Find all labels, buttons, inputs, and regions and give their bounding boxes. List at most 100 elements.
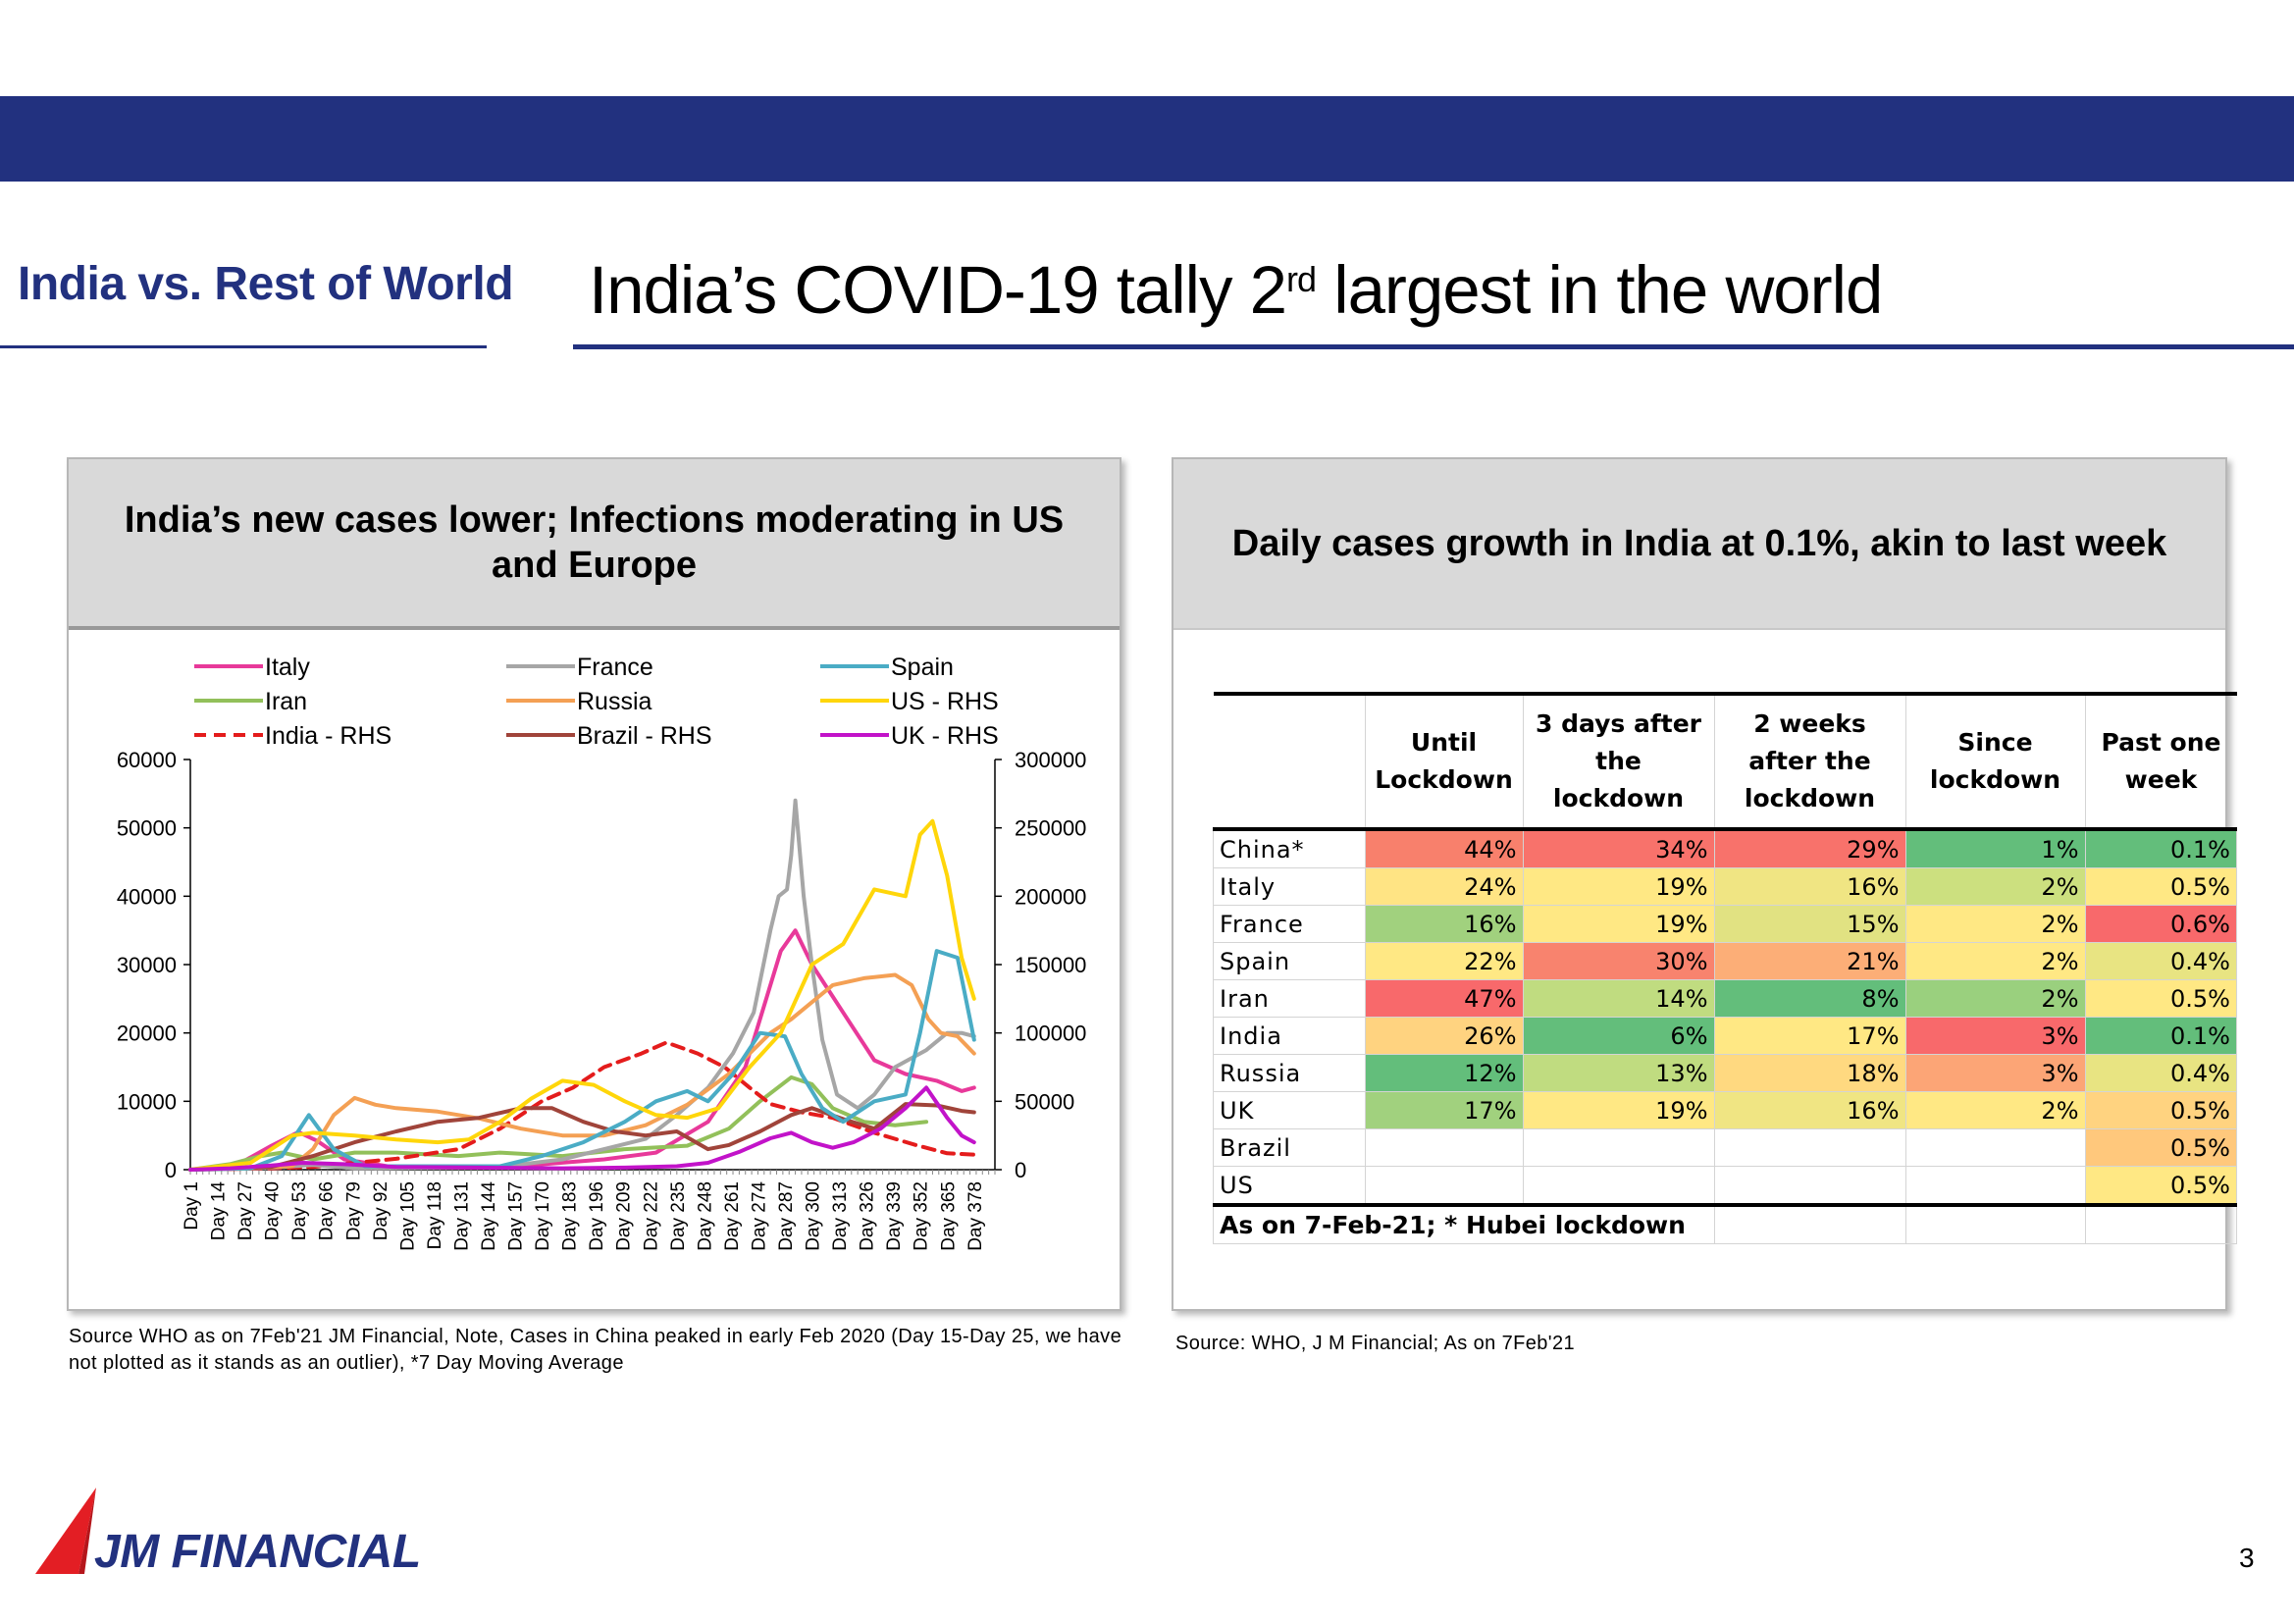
legend-label: India - RHS — [265, 722, 391, 750]
header-cell: Past one week — [2084, 692, 2237, 831]
growth-value-cell: 2% — [1904, 942, 2086, 980]
y-right-tick-label: 250000 — [1015, 816, 1086, 841]
header-cell: 2 weeks after the lockdown — [1713, 692, 1905, 831]
x-tick-label: Day 261 — [722, 1181, 743, 1251]
growth-value-cell — [1364, 1166, 1524, 1206]
growth-value-cell: 8% — [1713, 979, 1906, 1018]
page-number: 3 — [2239, 1543, 2255, 1573]
growth-value-cell: 2% — [1904, 905, 2086, 943]
table-row: Russia 12% 13% 18% 3% 0.4% — [1213, 1054, 2237, 1092]
x-tick-label: Day 300 — [804, 1181, 824, 1251]
cases-chart-panel: India’s new cases lower; Infections mode… — [67, 457, 1121, 1311]
x-tick-label: Day 222 — [641, 1181, 661, 1251]
table-row: France 16% 19% 15% 2% 0.6% — [1213, 905, 2237, 943]
growth-value-cell: 2% — [1904, 867, 2086, 906]
page-title: India’s COVID-19 tally 2rd largest in th… — [589, 251, 1883, 329]
x-tick-label: Day 287 — [776, 1181, 797, 1251]
series-line-iran — [188, 1074, 929, 1172]
x-tick-label: Day 248 — [695, 1181, 715, 1251]
growth-value-cell: 26% — [1364, 1017, 1524, 1055]
x-tick-label: Day 131 — [451, 1181, 472, 1251]
x-tick-label: Day 92 — [371, 1181, 391, 1240]
table-header-row: Until Lockdown 3 days after the lockdown 2… — [1213, 692, 2237, 831]
y-right-tick-label: 150000 — [1015, 953, 1086, 977]
growth-value-cell: 2% — [1904, 1091, 2086, 1129]
growth-value-cell: 17% — [1713, 1017, 1906, 1055]
growth-value-cell — [1904, 1166, 2086, 1206]
x-tick-label: Day 326 — [858, 1181, 878, 1251]
growth-value-cell — [1522, 1128, 1715, 1167]
growth-value-cell — [1904, 1128, 2086, 1167]
y-right-tick-label: 0 — [1015, 1158, 1026, 1182]
growth-value-cell: 1% — [1904, 828, 2086, 868]
growth-value-cell — [1364, 1128, 1524, 1167]
growth-value-cell: 24% — [1364, 867, 1524, 906]
table-note-row: As on 7-Feb-21; * Hubei lockdown — [1213, 1203, 2237, 1244]
empty-cell — [1904, 1203, 2086, 1244]
x-tick-label: Day 183 — [560, 1181, 581, 1251]
x-tick-label: Day 378 — [965, 1181, 986, 1251]
table-source-note: Source: WHO, J M Financial; As on 7Feb'2… — [1175, 1333, 1576, 1354]
y-left-tick-label: 0 — [165, 1158, 177, 1182]
x-tick-label: Day 118 — [425, 1181, 445, 1249]
growth-value-cell — [1713, 1128, 1906, 1167]
growth-value-cell: 47% — [1364, 979, 1524, 1018]
growth-value-cell: 16% — [1713, 867, 1906, 906]
growth-value-cell: 14% — [1522, 979, 1715, 1018]
y-left-tick-label: 30000 — [117, 953, 177, 977]
legend-label: Brazil - RHS — [577, 722, 712, 750]
growth-value-cell: 0.5% — [2084, 1166, 2237, 1206]
country-cell: Italy — [1213, 867, 1366, 906]
x-tick-label: Day 235 — [668, 1181, 689, 1251]
legend-label: UK - RHS — [891, 722, 999, 750]
table-row: UK 17% 19% 16% 2% 0.5% — [1213, 1091, 2237, 1129]
y-left-tick-label: 60000 — [117, 748, 177, 772]
x-tick-label: Day 27 — [235, 1181, 256, 1240]
title-main: India’s COVID-19 tally 2 — [589, 252, 1287, 328]
series-line-us-rhs — [188, 818, 976, 1172]
title-underline — [573, 344, 2294, 349]
x-tick-label: Day 53 — [289, 1181, 310, 1240]
x-tick-label: Day 339 — [884, 1181, 905, 1251]
growth-value-cell: 22% — [1364, 942, 1524, 980]
growth-value-cell: 0.6% — [2084, 905, 2237, 943]
table-row: Iran 47% 14% 8% 2% 0.5% — [1213, 979, 2237, 1018]
table-row: Italy 24% 19% 16% 2% 0.5% — [1213, 867, 2237, 906]
x-tick-label: Day 144 — [479, 1181, 499, 1251]
x-tick-label: Day 313 — [830, 1181, 851, 1251]
growth-value-cell: 17% — [1364, 1091, 1524, 1129]
x-tick-label: Day 209 — [614, 1181, 635, 1251]
growth-value-cell: 19% — [1522, 1091, 1715, 1129]
legend-label: Russia — [577, 688, 652, 715]
chart-source-note: Source WHO as on 7Feb'21 JM Financial, N… — [69, 1326, 1122, 1374]
table-row: China* 44% 34% 29% 1% 0.1% — [1213, 828, 2237, 868]
growth-value-cell: 0.5% — [2084, 1128, 2237, 1167]
growth-value-cell: 0.1% — [2084, 1017, 2237, 1055]
x-tick-label: Day 105 — [397, 1181, 418, 1251]
growth-value-cell — [1713, 1166, 1906, 1206]
title-rest: largest in the world — [1316, 252, 1883, 328]
growth-value-cell: 16% — [1364, 905, 1524, 943]
country-cell: Brazil — [1213, 1128, 1366, 1167]
x-tick-label: Day 14 — [209, 1181, 230, 1241]
daily-growth-table: Until Lockdown 3 days after the lockdown 2… — [1213, 692, 2237, 1244]
growth-value-cell: 0.5% — [2084, 1091, 2237, 1129]
section-label: India vs. Rest of World — [18, 258, 514, 310]
top-banner — [0, 96, 2294, 182]
country-cell: India — [1213, 1017, 1366, 1055]
y-right-tick-label: 50000 — [1015, 1089, 1074, 1114]
header-cell: 3 days after the lockdown — [1522, 692, 1714, 831]
growth-value-cell: 12% — [1364, 1054, 1524, 1092]
table-row: Spain 22% 30% 21% 2% 0.4% — [1213, 942, 2237, 980]
growth-value-cell: 19% — [1522, 867, 1715, 906]
header-cell: Until Lockdown — [1364, 692, 1523, 831]
growth-value-cell: 29% — [1713, 828, 1906, 868]
growth-value-cell: 15% — [1713, 905, 1906, 943]
legend-label: Italy — [265, 654, 310, 681]
title-superscript: rd — [1286, 259, 1317, 299]
country-cell: France — [1213, 905, 1366, 943]
legend-label: US - RHS — [891, 688, 999, 715]
series-line-uk-rhs — [188, 1085, 976, 1172]
x-tick-label: Day 157 — [506, 1181, 527, 1251]
growth-value-cell: 2% — [1904, 979, 2086, 1018]
